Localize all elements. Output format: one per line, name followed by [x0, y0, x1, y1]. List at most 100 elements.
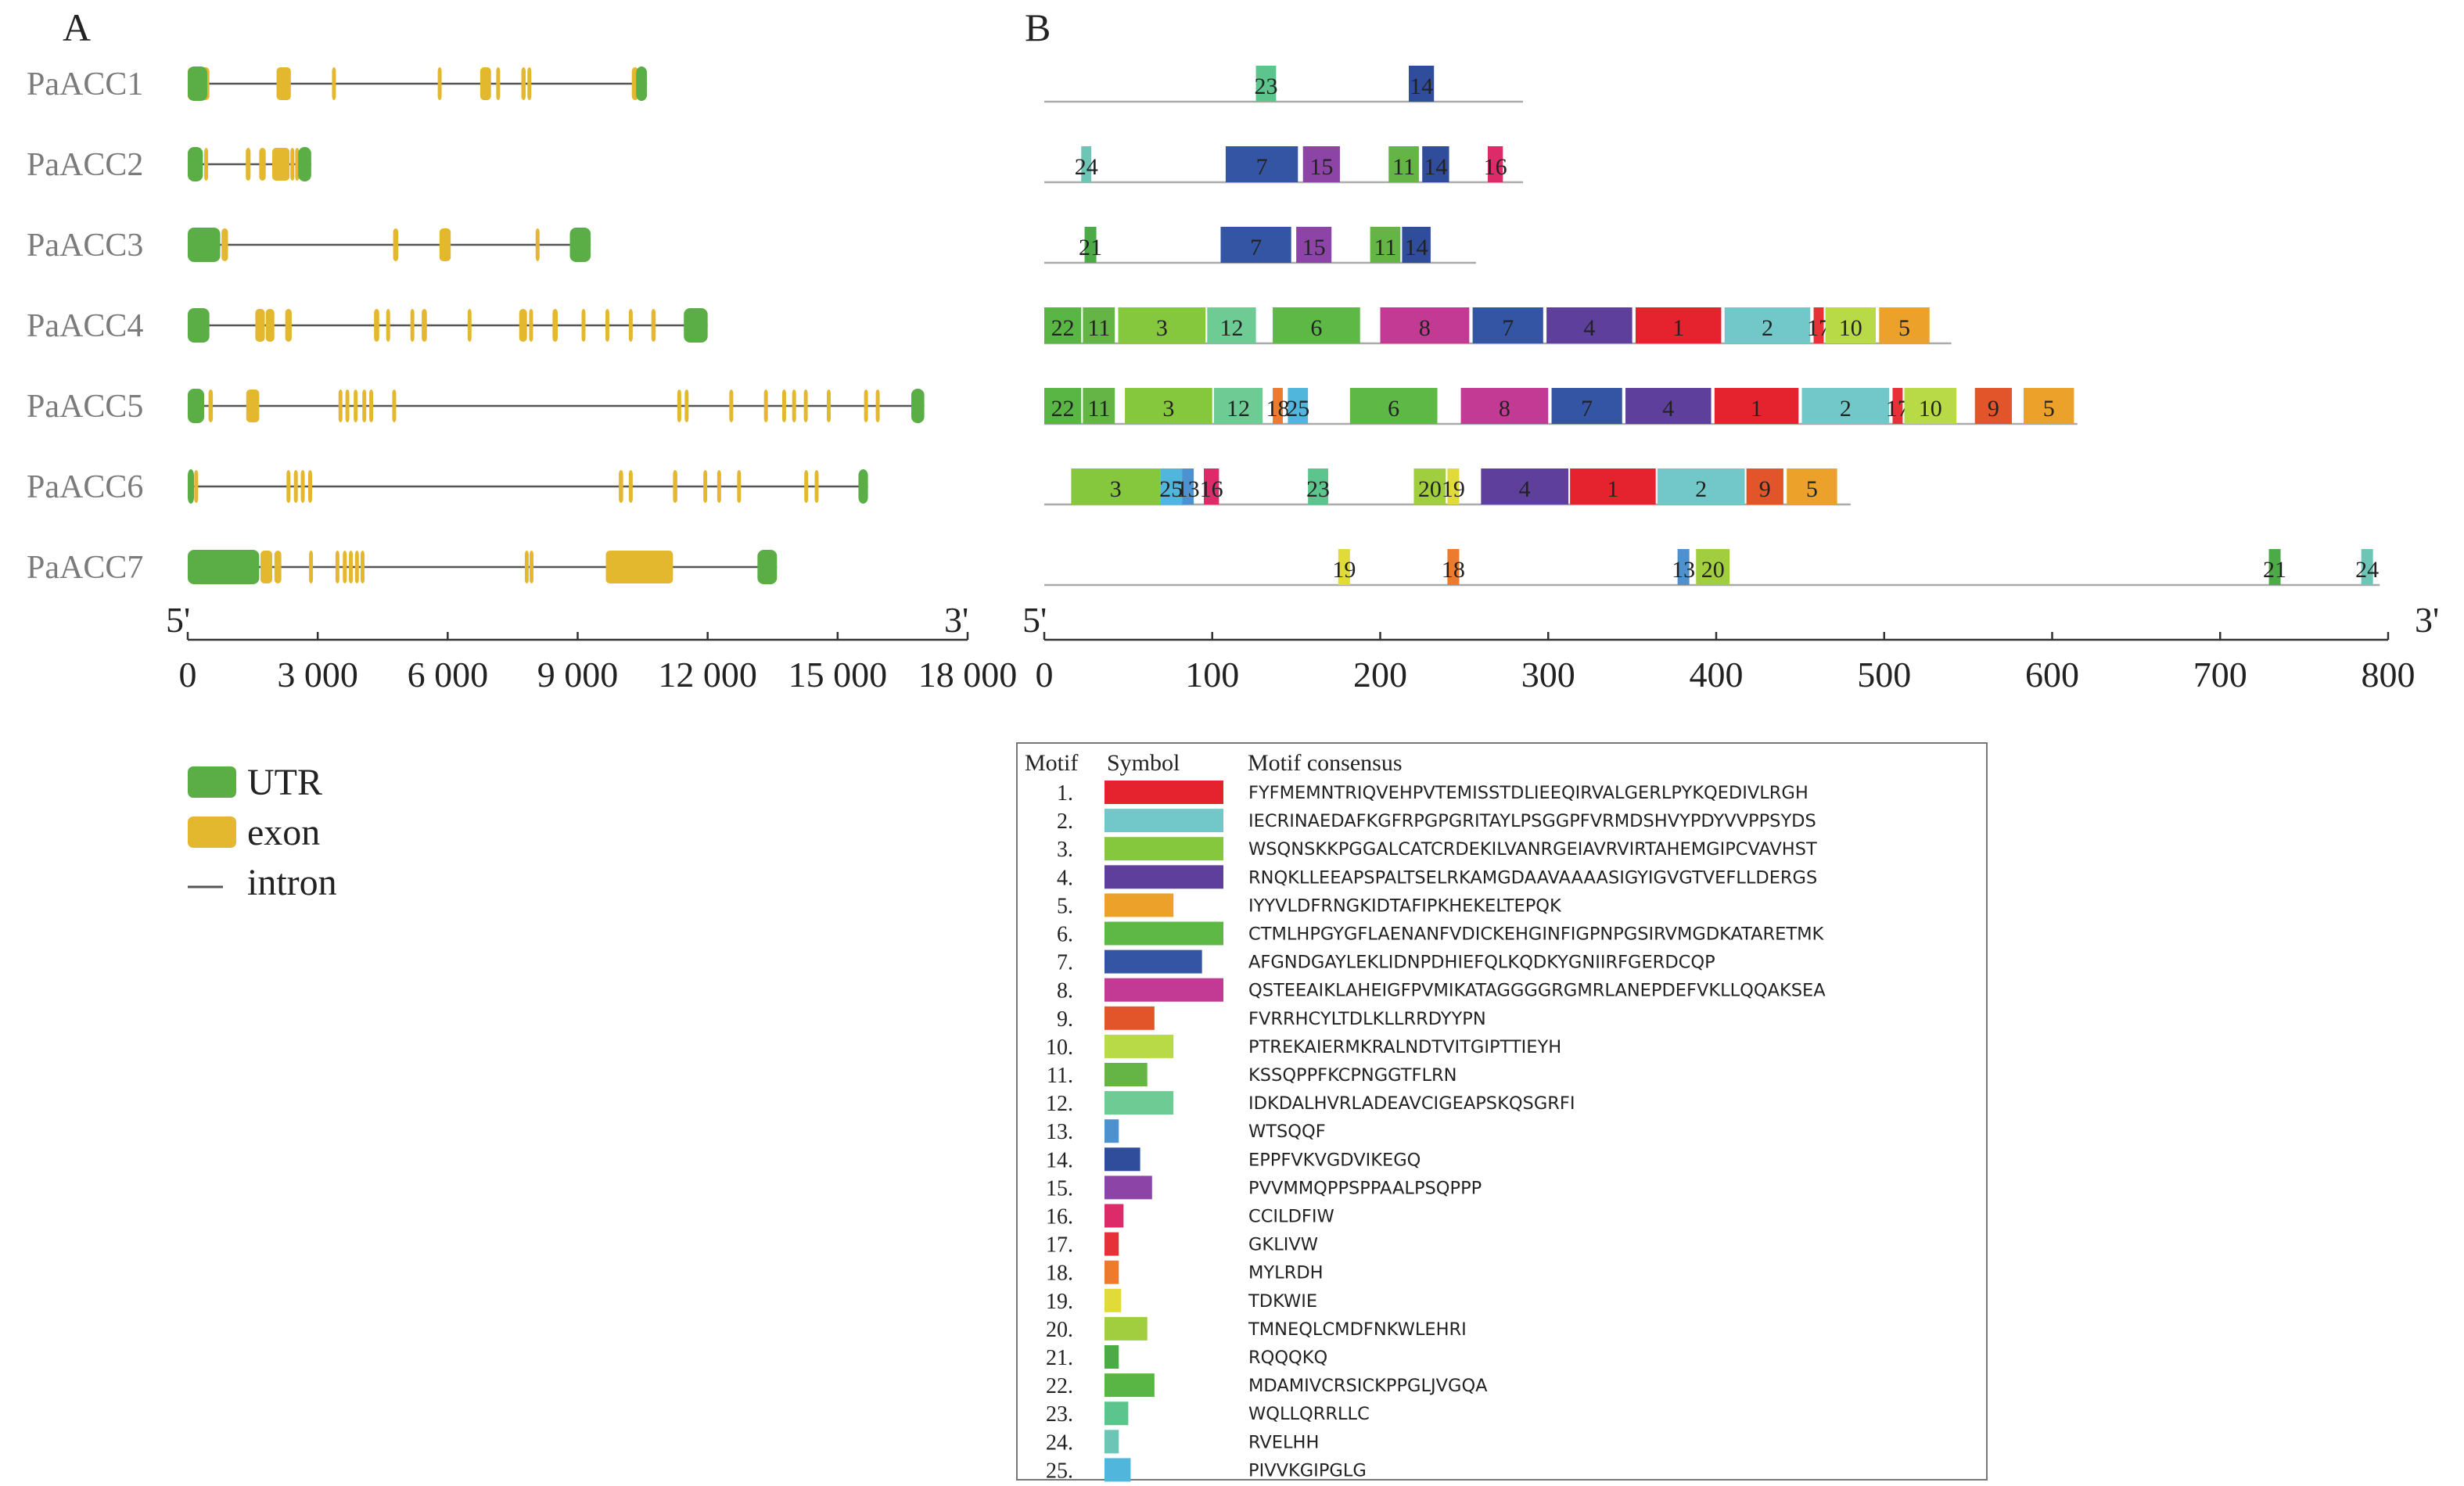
motif-block-label: 4 [1519, 476, 1531, 502]
axis-tick-label: 9 000 [537, 655, 619, 695]
motif-block [1182, 468, 1194, 504]
exon-block [524, 551, 529, 583]
motif-symbol-swatch [1104, 1119, 1119, 1143]
exon-block [290, 148, 295, 181]
exon-block [864, 389, 868, 422]
utr-block [188, 66, 207, 101]
exon-block [259, 148, 266, 181]
motif-consensus: TDKWIE [1248, 1291, 1317, 1312]
motif-block-label: 18 [1266, 396, 1290, 422]
motif-number: 5. [1057, 894, 1073, 918]
motif-block-label: 11 [1392, 154, 1415, 180]
motif-block-label: 4 [1583, 315, 1595, 341]
exon-block [265, 309, 275, 342]
exon-block [763, 389, 768, 422]
motif-symbol-swatch [1104, 1232, 1119, 1256]
gene-structure-panel: PaACC1 PaACC2 PaACC3 PaACC4 PaACC5 PaACC6 PaAC… [27, 66, 925, 586]
motif-consensus: IYYVLDFRNGKIDTAFIPKHEKELTEPQK [1248, 896, 1562, 916]
motif-number: 22. [1046, 1374, 1073, 1398]
motif-consensus: FVRRHCYLTDLKLLRRDYYPN [1248, 1009, 1486, 1029]
motif-consensus: RVELHH [1248, 1432, 1319, 1452]
motif-table-rows: 1. FYFMEMNTRIQVEHPVTEMISSTDLIEEQIRVALGERL… [1046, 781, 1826, 1483]
exon-block [804, 470, 809, 503]
exon-block [605, 551, 673, 583]
utr-legend-label: UTR [247, 762, 322, 803]
exon-block [208, 389, 214, 422]
exon-block [295, 148, 300, 181]
axis-tick-label: 15 000 [788, 655, 888, 695]
axis-tick-label: 0 [1036, 655, 1054, 695]
motif-block-label: 3 [1156, 315, 1168, 341]
exon-block [467, 309, 472, 342]
motif-consensus: CTMLHPGYGFLAENANFVDICKEHGINFIGPNPGSIRVMG… [1248, 924, 1825, 945]
motif-block-label: 22 [1051, 315, 1075, 341]
motif-symbol-swatch [1104, 1147, 1140, 1172]
axis-tick-label: 18 000 [918, 655, 1018, 695]
exon-block [527, 67, 532, 100]
three-prime-end-label: 3' [944, 600, 968, 640]
motif-symbol-swatch [1104, 893, 1174, 917]
motif-block [1460, 388, 1549, 424]
gene-structure-legend: UTR exon intron [188, 762, 337, 903]
motif-block-label: 25 [1159, 476, 1183, 502]
motif-block-label: 13 [1672, 557, 1695, 583]
motif-consensus: MDAMIVCRSICKPPGLJVGQA [1248, 1376, 1488, 1396]
motif-block [1974, 388, 2012, 424]
utr-block [188, 228, 221, 262]
motif-symbol-swatch [1104, 1373, 1155, 1398]
motif-block-label: 22 [1051, 396, 1075, 422]
motif-block [1825, 307, 1877, 343]
exon-block [651, 309, 656, 342]
exon-block [530, 551, 534, 583]
motif-block-label: 8 [1499, 396, 1510, 422]
motif-block [1402, 227, 1431, 263]
gene-label: PaACC3 [27, 228, 143, 264]
exon-block [204, 148, 209, 181]
motif-number: 16. [1046, 1205, 1073, 1229]
utr-block [188, 308, 210, 343]
exon-block [335, 551, 339, 583]
motif-consensus: QSTEEAIKLAHEIGFPVMIKATAGGGGRGMRLANEPDEFV… [1248, 981, 1826, 1001]
exon-block [703, 470, 708, 503]
motif-number: 13. [1046, 1120, 1073, 1144]
motif-block [1081, 146, 1092, 182]
gene-label: PaACC5 [27, 389, 143, 425]
motif-block-label: 11 [1374, 235, 1396, 260]
motif-block [1349, 388, 1438, 424]
gene-label: PaACC2 [27, 147, 143, 183]
motif-consensus: PVVMMQPPSPPAALPSQPPP [1248, 1178, 1482, 1198]
motif-block-label: 19 [1332, 557, 1356, 583]
motif-block [1338, 549, 1350, 585]
motif-block-label: 21 [2263, 557, 2286, 583]
exon-block [552, 309, 559, 342]
motif-consensus: WQLLQRRLLC [1248, 1404, 1370, 1424]
exon-block [496, 67, 501, 100]
motif-number: 9. [1057, 1007, 1073, 1032]
exon-block [362, 389, 367, 422]
motif-block-label: 13 [1176, 476, 1200, 502]
gene-label: PaACC1 [27, 66, 143, 102]
motif-block-label: 3 [1162, 396, 1174, 422]
exon-block [300, 470, 305, 503]
motif-block-label: 12 [1219, 315, 1243, 341]
motif-block [1447, 549, 1460, 585]
three-prime-end-label: 3' [2415, 600, 2439, 640]
motif-column-header: Motif [1025, 750, 1078, 776]
exon-block [274, 551, 282, 583]
motif-symbol-swatch [1104, 865, 1223, 889]
motif-block-label: 5 [2043, 396, 2055, 422]
axis-tick-label: 800 [2362, 655, 2416, 695]
utr-block [636, 66, 648, 101]
motif-block-label: 23 [1306, 476, 1330, 502]
motif-block [1044, 307, 1082, 343]
five-prime-end-label: 5' [166, 600, 190, 640]
motif-number: 19. [1046, 1290, 1073, 1314]
motif-block [1546, 307, 1632, 343]
motif-block-label: 15 [1302, 235, 1326, 260]
exon-block [307, 470, 312, 503]
motif-consensus: IDKDALHVRLADEAVCIGEAPSKQSGRFI [1248, 1093, 1575, 1114]
motif-block-label: 25 [1286, 396, 1309, 422]
utr-block [188, 550, 260, 584]
intron-legend-label: intron [247, 862, 337, 903]
